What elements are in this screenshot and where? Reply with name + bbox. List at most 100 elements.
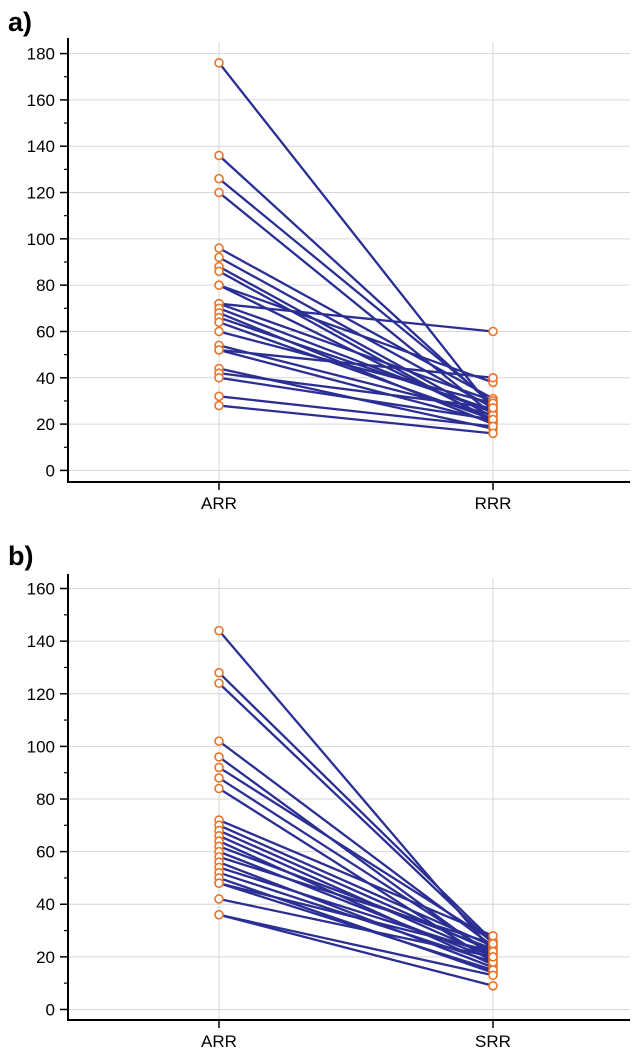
data-point-marker-srr — [488, 970, 498, 981]
data-point-marker-arr — [214, 58, 224, 68]
data-point-marker-arr — [214, 252, 224, 263]
data-point-marker-arr — [214, 625, 224, 636]
y-tick-labels-b: 0 20 40 60 80 100 120 140 160 — [27, 580, 55, 1020]
y-tick-label: 60 — [36, 322, 55, 341]
data-point-marker-arr — [214, 317, 224, 328]
axes-b — [60, 574, 630, 1028]
y-tick-label: 0 — [46, 461, 55, 480]
pair-line — [217, 302, 495, 333]
pair-line — [217, 913, 495, 987]
y-tick-label: 100 — [27, 230, 55, 249]
y-tick-label: 80 — [36, 276, 55, 295]
markers-a — [214, 58, 498, 439]
y-tick-label: 120 — [27, 685, 55, 704]
y-tick-label: 180 — [27, 45, 55, 64]
data-point-marker-rrr — [488, 326, 498, 337]
pair-line — [217, 61, 495, 412]
data-point-marker-rrr — [488, 372, 498, 383]
panel-label-b: b) — [8, 541, 33, 571]
pair-line — [217, 372, 495, 410]
pair-line — [217, 897, 495, 959]
pair-line — [217, 882, 495, 953]
data-point-marker-arr — [214, 345, 224, 355]
y-tick-label: 100 — [27, 737, 55, 756]
pair-line — [217, 682, 495, 945]
pair-line — [217, 629, 495, 953]
y-tick-label: 160 — [27, 580, 55, 599]
data-point-marker-arr — [214, 762, 224, 773]
data-point-marker-arr — [214, 372, 224, 383]
pair-line — [217, 839, 495, 966]
data-point-marker-arr — [214, 752, 224, 762]
pair-line — [217, 348, 495, 423]
data-point-marker-arr — [214, 678, 224, 689]
pair-lines-a — [217, 61, 495, 435]
category-label-srr: SRR — [475, 1032, 511, 1049]
pair-line — [217, 850, 495, 961]
y-tick-labels-a: 0 20 40 60 80 100 120 140 160 180 — [27, 45, 55, 481]
panel-label-a: a) — [8, 7, 32, 37]
data-point-marker-arr — [214, 909, 224, 920]
y-tick-label: 0 — [46, 1000, 55, 1019]
grid-lines-a — [68, 42, 630, 482]
pair-line — [217, 348, 495, 379]
pair-line — [217, 404, 495, 435]
chart-panel-b: b) 0 20 40 60 80 100 120 140 160 ARR SRR — [8, 541, 630, 1049]
pair-line — [217, 376, 495, 421]
data-point-marker-arr — [214, 326, 224, 337]
y-tick-label: 140 — [27, 137, 55, 156]
y-tick-label: 40 — [36, 895, 55, 914]
data-point-marker-srr — [488, 938, 498, 949]
data-point-marker-arr — [214, 878, 224, 888]
pair-line — [217, 845, 495, 951]
pair-line — [217, 787, 495, 964]
pair-line — [217, 913, 495, 977]
data-point-marker-arr — [214, 894, 224, 904]
data-point-marker-arr — [214, 266, 224, 277]
pair-line — [217, 284, 495, 384]
pair-line — [217, 395, 495, 428]
pair-line — [217, 154, 495, 407]
pair-line — [217, 882, 495, 972]
pair-line — [217, 776, 495, 956]
pair-line — [217, 766, 495, 943]
y-tick-label: 40 — [36, 369, 55, 388]
data-point-marker-arr — [214, 187, 224, 198]
y-tick-label: 160 — [27, 91, 55, 110]
pair-line — [217, 855, 495, 945]
pair-line — [217, 834, 495, 959]
y-tick-label: 80 — [36, 790, 55, 809]
pair-line — [217, 302, 495, 403]
chart-panel-a: a) 0 20 40 60 80 100 120 140 160 180 ARR RRR — [8, 7, 630, 513]
y-tick-label: 60 — [36, 843, 55, 862]
axes-a — [60, 38, 630, 490]
y-tick-label: 120 — [27, 184, 55, 203]
data-point-marker-arr — [214, 773, 224, 783]
y-tick-label: 20 — [36, 948, 55, 967]
data-point-marker-srr — [488, 980, 498, 991]
y-tick-label: 20 — [36, 415, 55, 434]
pair-line — [217, 671, 495, 943]
category-label-arr: ARR — [201, 494, 237, 513]
data-point-marker-arr — [214, 667, 224, 678]
data-point-marker-srr — [488, 952, 498, 962]
data-point-marker-arr — [214, 280, 224, 290]
data-point-marker-rrr — [488, 428, 498, 439]
data-point-marker-srr — [488, 931, 498, 941]
pair-line — [217, 330, 495, 405]
category-label-rrr: RRR — [475, 494, 512, 513]
data-point-marker-arr — [214, 150, 224, 161]
data-point-marker-arr — [214, 400, 224, 411]
data-point-marker-arr — [214, 243, 224, 253]
category-label-arr: ARR — [201, 1032, 237, 1049]
pair-lines-b — [217, 629, 495, 987]
data-point-marker-arr — [214, 391, 224, 402]
data-point-marker-arr — [214, 783, 224, 794]
pair-line — [217, 860, 495, 969]
pair-line — [217, 824, 495, 948]
y-tick-label: 140 — [27, 632, 55, 651]
data-point-marker-arr — [214, 173, 224, 184]
markers-b — [214, 625, 498, 991]
category-labels-a: ARR RRR — [201, 494, 511, 513]
